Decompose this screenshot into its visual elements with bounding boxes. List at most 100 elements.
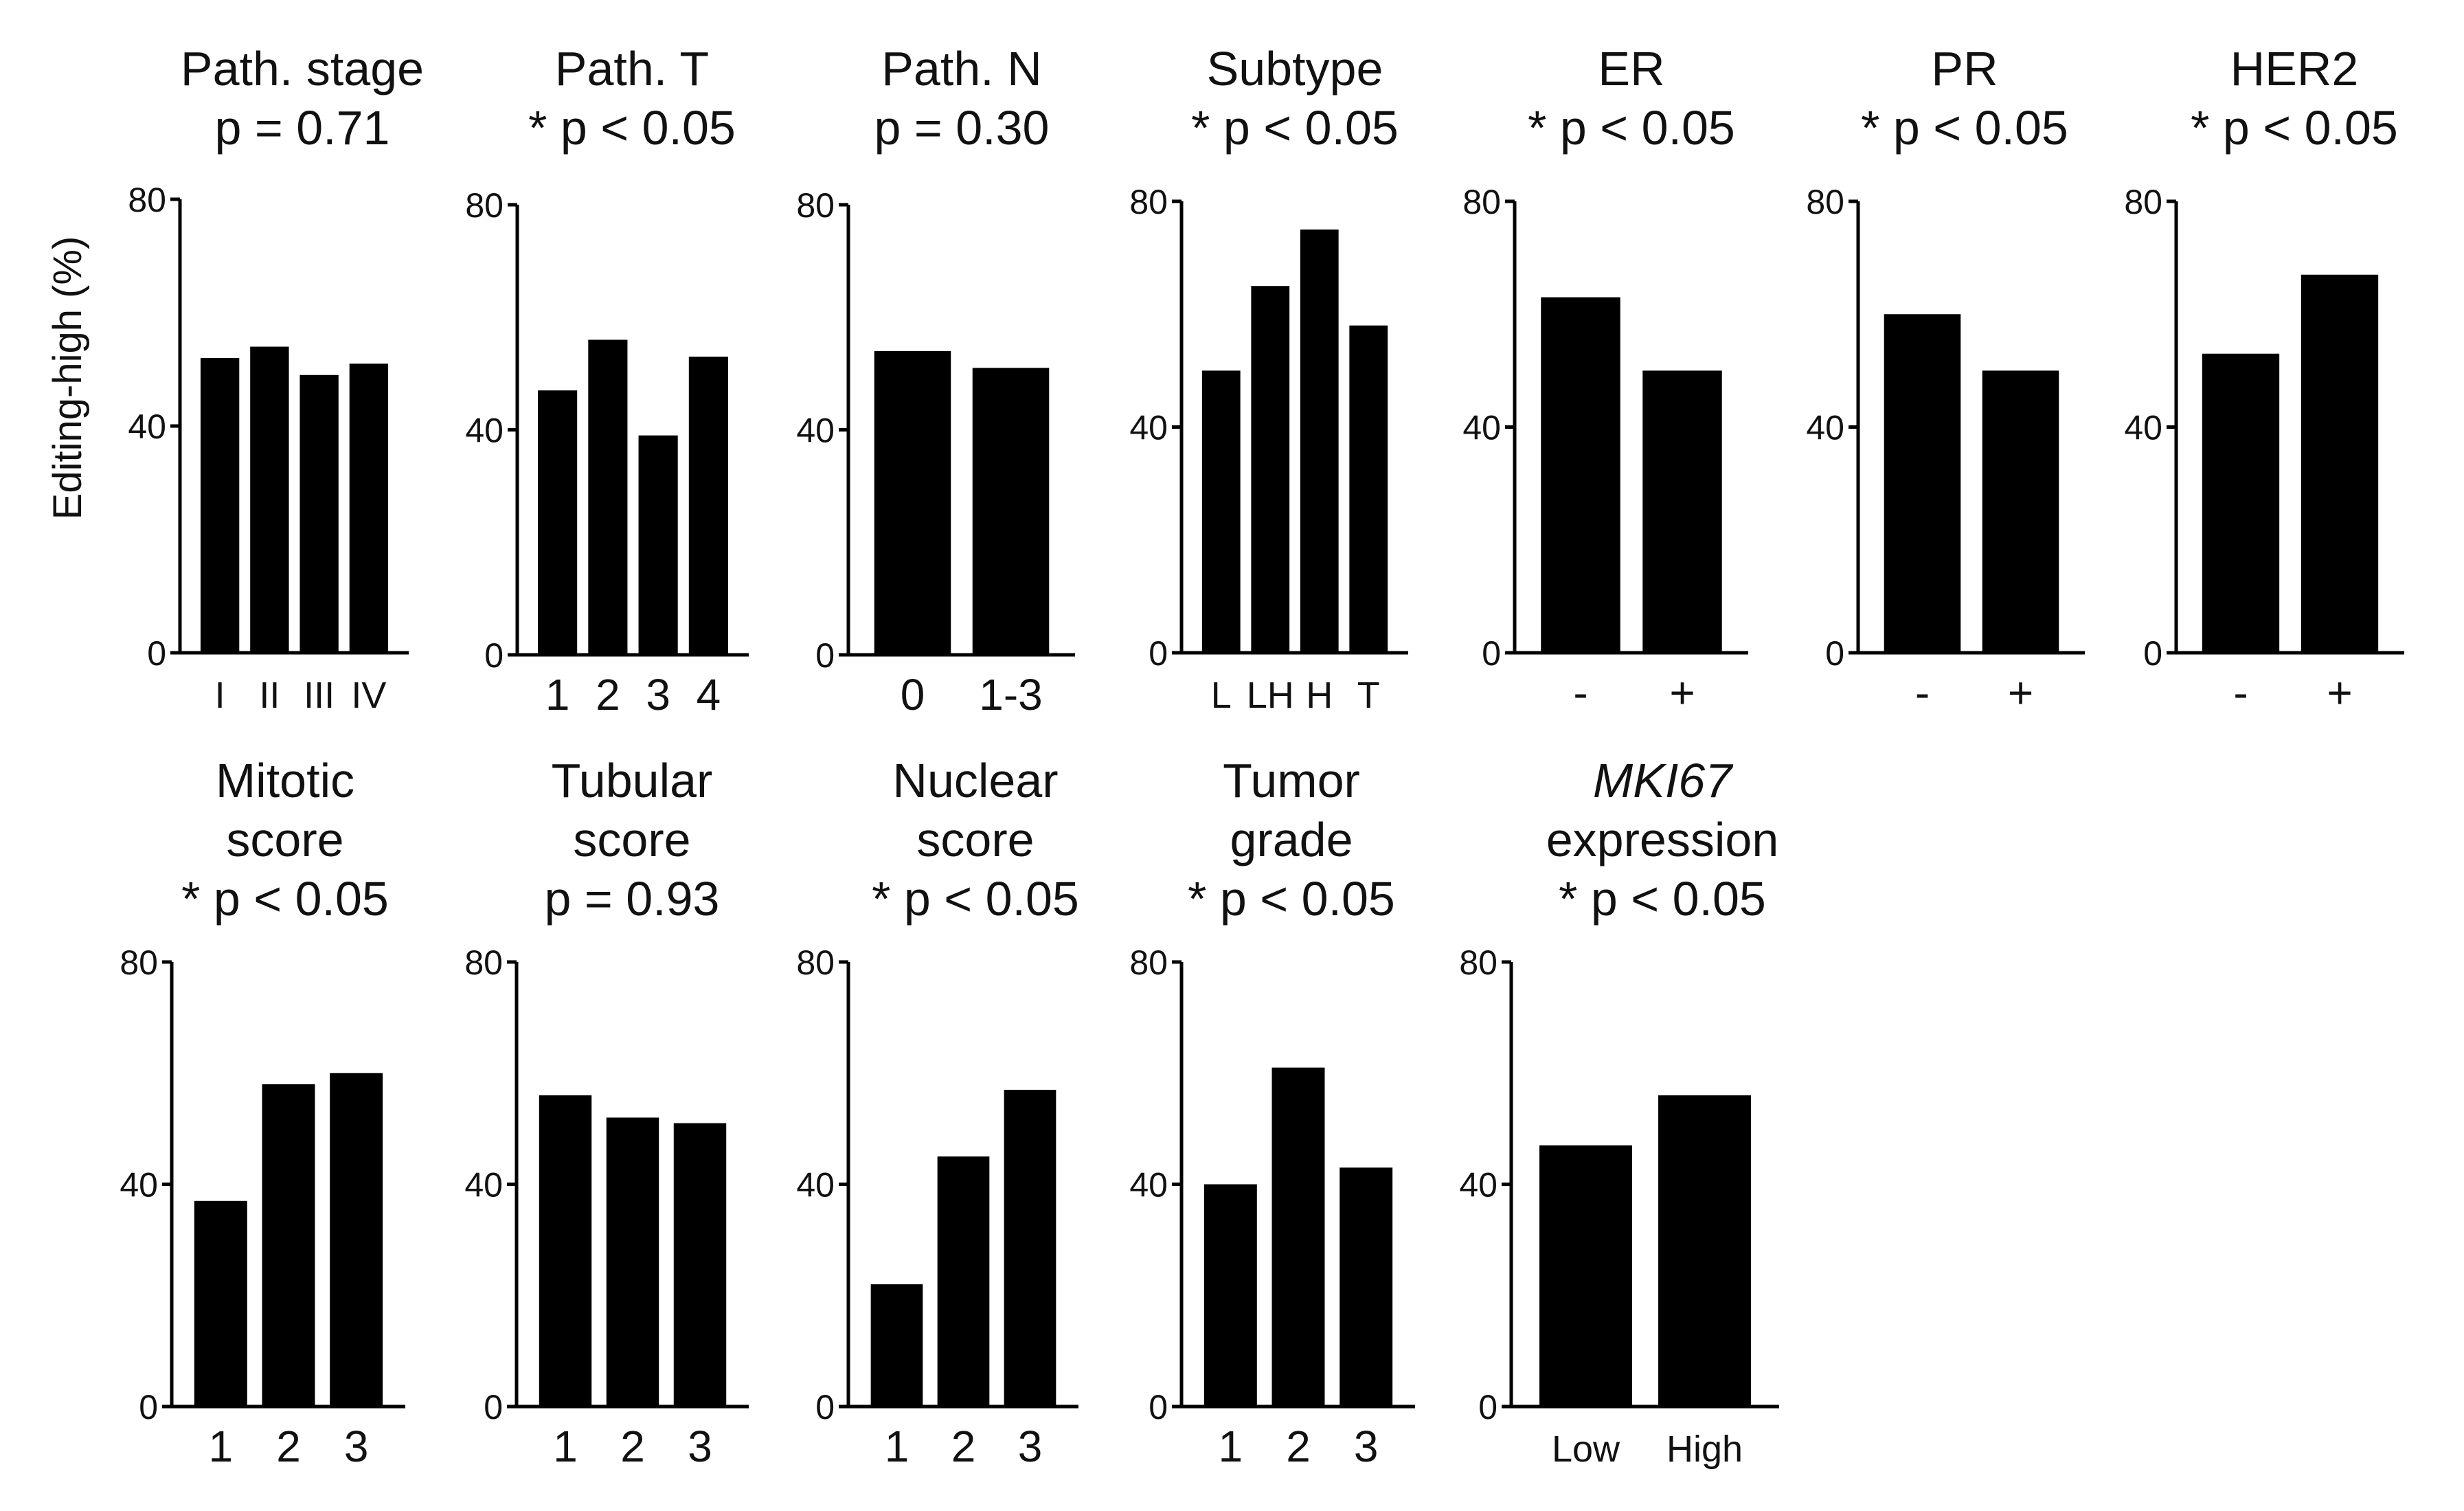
- chart-title-line: p = 0.71: [215, 101, 390, 155]
- y-tick-label: 40: [465, 412, 504, 450]
- chart-title-line: Tubular: [552, 754, 713, 807]
- bar: [538, 390, 578, 655]
- chart-title-line: PR: [1931, 42, 1998, 96]
- chart-panel: Nuclear score * p < 0.05 0 40 80 1 2 3: [796, 754, 1078, 1471]
- y-tick-label: 80: [464, 943, 503, 982]
- bar: [1004, 1090, 1056, 1407]
- y-tick-label: 40: [120, 1166, 158, 1205]
- x-category-label: LH: [1247, 675, 1294, 716]
- chart-title-line: p = 0.30: [874, 101, 1050, 155]
- chart-panel: PR* p < 0.05 0 40 80 - +: [1806, 42, 2085, 717]
- bar: [250, 346, 289, 653]
- y-tick-label: 80: [1129, 943, 1168, 982]
- x-category-label: L: [1211, 675, 1232, 716]
- chart-panel: Path. T* p < 0.05 0 40 80 1 2 3 4: [465, 42, 749, 719]
- y-tick-label: 0: [1149, 1388, 1168, 1426]
- x-category-label: 3: [646, 670, 670, 719]
- y-tick-label: 40: [1129, 1166, 1168, 1205]
- x-category-label: +: [2008, 668, 2033, 717]
- x-category-label: 3: [1354, 1422, 1379, 1471]
- x-category-label: 3: [688, 1422, 712, 1471]
- chart-title-line: score: [916, 813, 1034, 866]
- x-category-label: 1: [885, 1422, 909, 1471]
- bar: [1251, 286, 1290, 653]
- chart-title-line: * p < 0.05: [872, 872, 1079, 926]
- x-category-label: +: [1669, 668, 1695, 717]
- x-category-label: 2: [276, 1422, 301, 1471]
- bar: [1340, 1167, 1393, 1407]
- x-category-label: -: [1915, 668, 1930, 717]
- chart-panel: ER* p < 0.05 0 40 80 - +: [1462, 42, 1748, 717]
- x-category-label: II: [259, 675, 280, 716]
- chart-panel: Subtype* p < 0.05 0 40 80 L LH H T: [1129, 42, 1408, 716]
- x-category-label: IV: [351, 675, 386, 716]
- x-category-label: +: [2327, 668, 2352, 717]
- y-tick-label: 40: [796, 412, 835, 450]
- x-category-label: High: [1666, 1429, 1743, 1470]
- bar: [200, 358, 240, 653]
- bar: [1884, 314, 1961, 653]
- y-tick-label: 40: [1806, 409, 1844, 447]
- y-tick-label: 80: [1462, 183, 1501, 221]
- chart-title-line: Path. stage: [181, 42, 424, 96]
- x-category-label: 1: [553, 1422, 578, 1471]
- chart-panel: Path. Np = 0.30 0 40 80 0 1-3: [796, 42, 1075, 719]
- bar: [194, 1200, 247, 1407]
- chart-title-line: score: [226, 813, 343, 866]
- chart-panel: Mitotic score * p < 0.05 0 40 80 1 2 3: [120, 754, 405, 1471]
- bar: [1203, 1184, 1257, 1407]
- x-category-label: 1: [1219, 1422, 1243, 1471]
- bar: [330, 1073, 383, 1407]
- chart-title-line: * p < 0.05: [1559, 872, 1766, 926]
- y-tick-label: 40: [2124, 409, 2162, 447]
- bar: [874, 350, 951, 655]
- x-category-label: 2: [951, 1422, 976, 1471]
- y-tick-label: 40: [464, 1166, 503, 1205]
- y-tick-label: 80: [120, 943, 158, 982]
- y-tick-label: 0: [139, 1388, 158, 1426]
- chart-title-line: Path. N: [881, 42, 1041, 96]
- chart-title-line: Path. T: [555, 42, 709, 96]
- x-category-label: -: [1573, 668, 1587, 717]
- bar: [2301, 274, 2379, 653]
- y-tick-label: 80: [796, 186, 835, 225]
- x-category-label: -: [2233, 668, 2248, 717]
- bar: [870, 1284, 923, 1407]
- bar: [539, 1095, 592, 1407]
- y-tick-label: 80: [1129, 183, 1168, 221]
- y-tick-label: 0: [147, 634, 166, 673]
- bar: [588, 339, 628, 655]
- y-tick-label: 0: [1825, 634, 1844, 673]
- chart-title-line: score: [573, 813, 690, 866]
- bar: [349, 363, 389, 653]
- chart-title-line: Mitotic: [216, 754, 354, 807]
- chart-panel: HER2* p < 0.05 0 40 80 - +: [2124, 42, 2404, 717]
- y-tick-label: 0: [484, 636, 504, 675]
- x-category-label: I: [215, 675, 225, 716]
- x-category-label: 1: [209, 1422, 234, 1471]
- bar: [1300, 230, 1339, 653]
- y-tick-label: 0: [815, 1388, 835, 1426]
- y-tick-label: 80: [128, 181, 166, 219]
- chart-title-line: Subtype: [1207, 42, 1383, 96]
- chart-title-line: p = 0.93: [545, 872, 720, 926]
- y-tick-label: 40: [1459, 1166, 1497, 1205]
- x-category-label: Low: [1552, 1429, 1620, 1470]
- bar: [1982, 370, 2059, 653]
- y-tick-label: 0: [1478, 1388, 1497, 1426]
- bar: [1658, 1095, 1751, 1407]
- chart-title-line: HER2: [2230, 42, 2359, 96]
- chart-panel: Tumor grade * p < 0.05 0 40 80 1 2 3: [1129, 754, 1415, 1471]
- chart-title-line: * p < 0.05: [1191, 101, 1399, 155]
- bar: [937, 1156, 990, 1407]
- chart-title-line: expression: [1546, 813, 1779, 866]
- bar: [262, 1084, 315, 1407]
- x-category-label: 2: [596, 670, 620, 719]
- y-tick-label: 80: [465, 186, 504, 225]
- chart-title-line: * p < 0.05: [1528, 101, 1735, 155]
- chart-title-line: * p < 0.05: [1188, 872, 1395, 926]
- bar: [2202, 353, 2280, 653]
- bar: [1642, 370, 1722, 653]
